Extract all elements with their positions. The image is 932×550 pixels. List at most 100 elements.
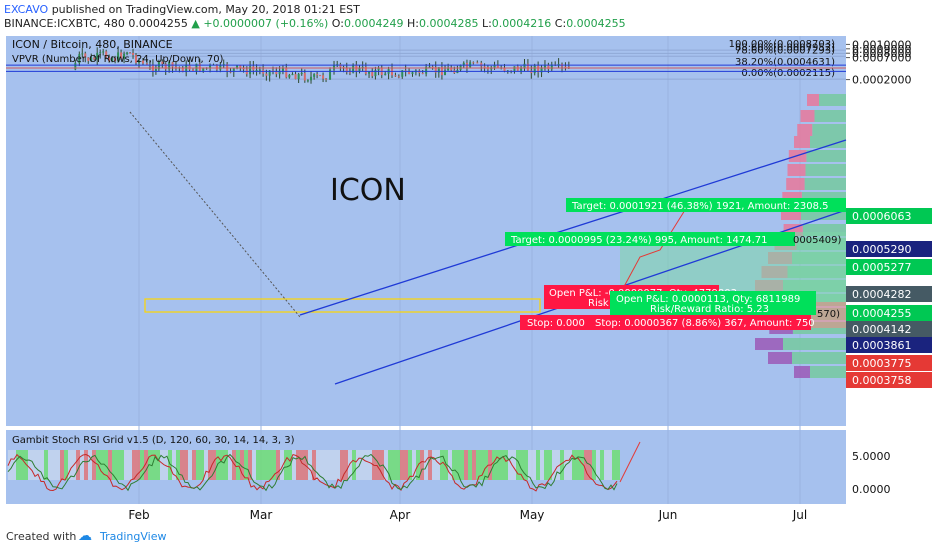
volume-row-up <box>806 150 846 162</box>
target-1-label: Target: 0.0001921 (46.38%) 1921, Amount:… <box>571 201 829 212</box>
candle-body <box>278 71 281 75</box>
grid-cell <box>100 450 104 480</box>
grid-cell <box>556 450 560 480</box>
grid-cell <box>184 450 188 480</box>
price-tag-label: 0.0003775 <box>852 357 912 370</box>
grid-cell <box>12 450 16 480</box>
candle-body <box>281 67 284 72</box>
price-chart[interactable]: 100.00%(0.0008703)88.60%(0.0007952)78.60… <box>0 32 932 522</box>
y-tick-label: 0.0009000 <box>852 43 912 56</box>
grid-cell <box>400 450 404 480</box>
grid-cell <box>8 450 12 480</box>
stop-1-box[interactable] <box>520 315 602 330</box>
volume-row-down <box>786 178 805 190</box>
fib-label: 88.60%(0.0007952) <box>735 42 835 53</box>
candle-body <box>268 70 271 76</box>
stop-1-label: Stop: 0.000 <box>527 318 585 329</box>
grid-cell <box>496 450 500 480</box>
oscillator-label: Gambit Stoch RSI Grid v1.5 (D, 120, 60, … <box>12 435 295 446</box>
candle-body <box>132 52 135 55</box>
candle-body <box>294 74 297 80</box>
candle-body <box>145 63 148 65</box>
candle-body <box>291 74 294 76</box>
grid-cell <box>432 450 436 480</box>
candle-body <box>540 67 543 73</box>
stop-2-box[interactable] <box>590 315 811 330</box>
target-1-box[interactable] <box>566 198 846 212</box>
candle-body <box>434 67 437 73</box>
candle-body <box>192 69 195 72</box>
candle-body <box>533 65 536 74</box>
grid-cell <box>224 450 228 480</box>
target-2-box[interactable] <box>505 232 795 246</box>
candle-body <box>300 73 303 75</box>
candle-body <box>450 67 453 71</box>
grid-cell <box>76 450 80 480</box>
osc-arrow <box>619 441 641 483</box>
candle-body <box>431 66 434 68</box>
candle-body <box>472 62 475 64</box>
grid-cell <box>476 450 480 480</box>
grid-cell <box>232 450 236 480</box>
open-value: 0.0004249 <box>343 17 404 30</box>
grid-cell <box>92 450 96 480</box>
price-tag-label: 0.0005277 <box>852 261 912 274</box>
created-with-text: Created with <box>6 530 77 543</box>
candle-body <box>345 68 348 73</box>
fib-label: 78.60%(0.0007293) <box>735 45 835 56</box>
grid-cell <box>412 450 416 480</box>
candle-body <box>364 66 367 74</box>
grid-cell <box>212 450 216 480</box>
green-pl-box[interactable] <box>610 291 816 315</box>
candle-body <box>117 52 120 62</box>
candle-body <box>557 63 560 65</box>
osc-y-tick: 0.0000 <box>852 483 891 496</box>
tradingview-brand[interactable]: TradingView <box>100 530 167 543</box>
candle-body <box>503 68 506 72</box>
price-tag-label: 0.0006063 <box>852 210 912 223</box>
grid-cell <box>144 450 148 480</box>
grid-cell <box>52 450 56 480</box>
candle-body <box>483 66 486 68</box>
candle-body <box>168 62 171 70</box>
grid-cell <box>196 450 200 480</box>
candle-body <box>105 51 108 58</box>
grid-cell <box>396 450 400 480</box>
grid-cell <box>324 450 328 480</box>
channel-upper-line <box>299 139 847 316</box>
y-tick-label: 0.0010000 <box>852 38 912 51</box>
price-tag-label: 0.0003861 <box>852 339 912 352</box>
grid-cell <box>616 450 620 480</box>
candle-body <box>215 64 218 70</box>
grid-cell <box>428 450 432 480</box>
x-tick-label: Jul <box>792 508 807 522</box>
candle-body <box>310 76 313 81</box>
grid-cell <box>260 450 264 480</box>
grid-cell <box>504 450 508 480</box>
volume-row-down <box>794 136 810 148</box>
close-label: C: <box>554 17 567 30</box>
price-tag-box <box>846 286 932 302</box>
low-value: 0.0004216 <box>491 17 552 30</box>
target-2-label: Target: 0.0000995 (23.24%) 995, Amount: … <box>510 235 768 246</box>
projection-path <box>619 201 691 295</box>
volume-row-up <box>783 338 846 350</box>
grid-cell <box>516 450 520 480</box>
candle-body <box>348 72 351 74</box>
x-tick-label: Mar <box>250 508 273 522</box>
price-tag-box <box>846 321 932 337</box>
grid-cell <box>388 450 392 480</box>
candle-body <box>84 53 87 58</box>
grid-cell <box>16 450 20 480</box>
publisher-name[interactable]: EXCAVO <box>4 3 49 16</box>
trend-lines <box>6 64 847 385</box>
candle-body <box>397 76 400 78</box>
grid-cell <box>520 450 524 480</box>
grid-cell <box>276 450 280 480</box>
candle-body <box>138 60 140 63</box>
grid-cell <box>468 450 472 480</box>
fib-label: 100.00%(0.0008703) <box>729 39 835 50</box>
grid-cell <box>116 450 120 480</box>
price-tag-label: 0.0005290 <box>852 243 912 256</box>
osc-y-tick: 5.0000 <box>852 450 891 463</box>
